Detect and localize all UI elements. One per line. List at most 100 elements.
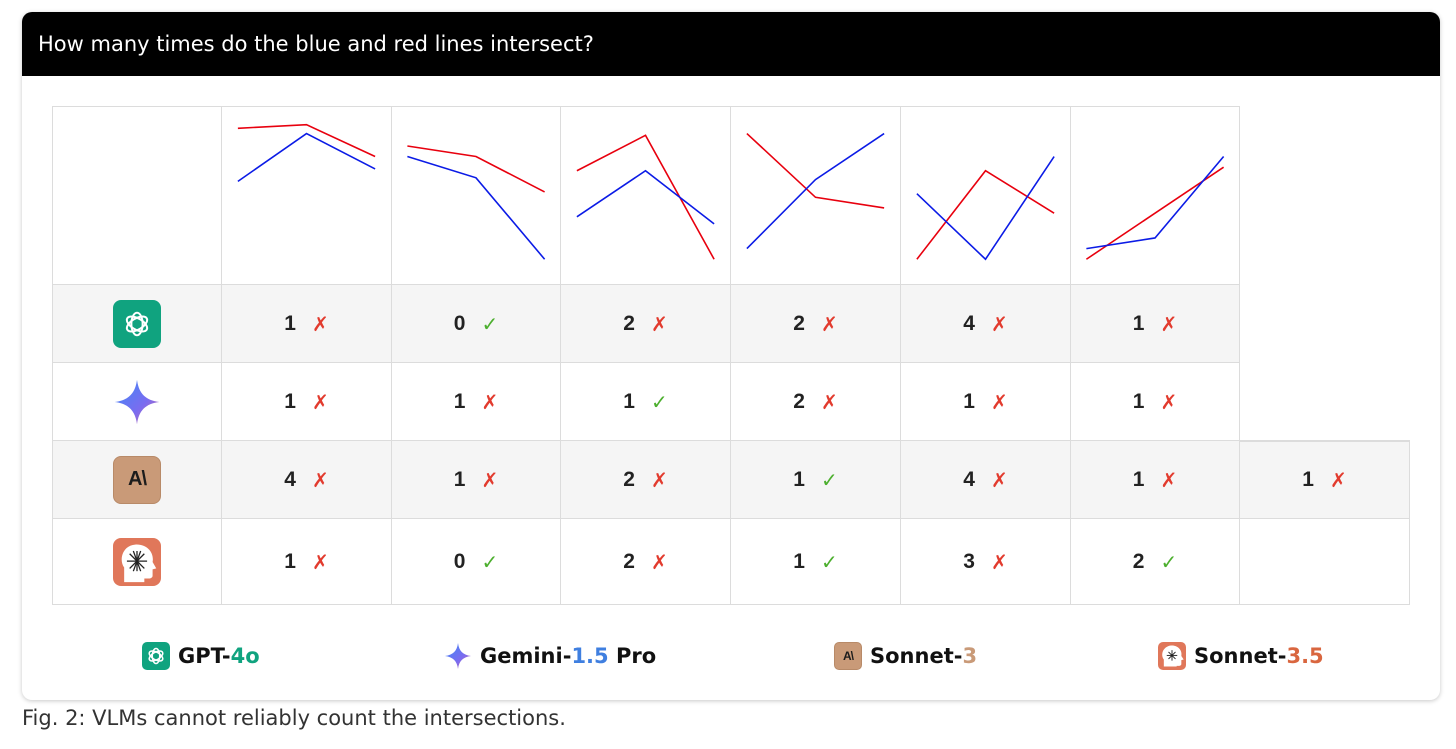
red-line	[916, 169, 1055, 260]
answer-cell: 1 ✓	[561, 363, 731, 441]
check-mark-icon: ✓	[820, 467, 838, 492]
cross-mark-icon: ✗	[311, 467, 329, 492]
sonnet-head-icon	[113, 537, 161, 586]
line-chart-cell	[392, 106, 561, 285]
answer-cell: 4 ✗	[901, 285, 1071, 363]
answer-value: 4	[963, 311, 975, 335]
line-pair-chart	[746, 132, 885, 250]
question-header: How many times do the blue and red lines…	[22, 12, 1440, 76]
check-mark-icon: ✓	[481, 549, 499, 574]
answer-value: 1	[1132, 311, 1145, 335]
empty-cell	[1240, 285, 1410, 363]
answer-cell: 1 ✓	[731, 441, 901, 519]
answer-cell: 1 ✗	[222, 519, 392, 605]
answer-value: 2	[793, 311, 805, 335]
answer-cell: 2 ✗	[731, 285, 901, 363]
cross-mark-icon: ✗	[990, 389, 1008, 414]
results-table: 1 ✗ 0 ✓ 2 ✗ 2 ✗ 4 ✗ 1 ✗ 1 ✗ 1 ✗ 1 ✓ 2 ✗ 1 ✗ 1 ✗ A\ 4 ✗ 1 ✗ 2 ✗ 1 ✓ 4 ✗ 1 ✗ 1 ✗…	[52, 106, 1410, 605]
legend-label-base: Sonnet-	[1194, 644, 1287, 668]
answer-value: 3	[963, 549, 975, 573]
line-pair-chart	[407, 145, 546, 260]
answer-value: 1	[453, 389, 466, 413]
line-chart-cell	[731, 106, 901, 285]
cross-mark-icon: ✗	[1160, 311, 1178, 336]
cross-mark-icon: ✗	[650, 467, 668, 492]
answer-cell: 4 ✗	[901, 441, 1071, 519]
check-mark-icon: ✓	[650, 389, 668, 414]
anthropic-icon: A\	[834, 642, 862, 670]
cross-mark-icon: ✗	[650, 549, 668, 574]
openai-icon	[113, 299, 161, 348]
answer-value: 1	[793, 549, 805, 573]
blue-line	[746, 132, 885, 250]
model-logo-cell	[52, 285, 222, 363]
gemini-icon	[444, 642, 472, 670]
answer-cell: 2 ✗	[561, 441, 731, 519]
figure-caption: Fig. 2: VLMs cannot reliably count the i…	[22, 706, 566, 730]
legend-label-base: Sonnet-	[870, 644, 963, 668]
line-chart-cell	[901, 106, 1071, 285]
cross-mark-icon: ✗	[990, 467, 1008, 492]
line-chart-cell	[561, 106, 731, 285]
answer-cell: 2 ✗	[561, 519, 731, 605]
answer-cell: 1 ✗	[1071, 441, 1240, 519]
empty-cell	[1240, 363, 1410, 441]
answer-cell: 4 ✗	[222, 441, 392, 519]
check-mark-icon: ✓	[820, 549, 838, 574]
legend-sonnet35: Sonnet- 3.5	[1158, 638, 1324, 674]
line-chart-cell	[222, 106, 392, 285]
model-logo-cell: A\	[52, 441, 222, 519]
answer-value: 1	[284, 389, 296, 413]
answer-value: 2	[793, 389, 805, 413]
red-line	[576, 134, 715, 260]
figure-card: How many times do the blue and red lines…	[22, 12, 1440, 700]
answer-cell: 1 ✗	[222, 363, 392, 441]
cross-mark-icon: ✗	[650, 311, 668, 336]
sonnet-head-icon	[1158, 642, 1186, 670]
answer-cell: 1 ✓	[731, 519, 901, 605]
answer-cell: 1 ✗	[1071, 285, 1240, 363]
answer-value: 2	[1132, 549, 1145, 573]
legend-label-tail: Pro	[608, 644, 657, 668]
answer-value: 1	[284, 549, 296, 573]
cross-mark-icon: ✗	[1160, 467, 1178, 492]
legend-gemini: Gemini- 1.5 Pro	[444, 638, 656, 674]
cross-mark-icon: ✗	[481, 389, 499, 414]
answer-value: 1	[1132, 389, 1145, 413]
model-logo-cell	[52, 363, 222, 441]
blue-line	[237, 132, 376, 183]
line-pair-chart	[237, 123, 376, 183]
answer-cell: 1 ✗	[1240, 441, 1410, 519]
cross-mark-icon: ✗	[820, 311, 838, 336]
line-chart-cell	[1071, 106, 1240, 285]
cross-mark-icon: ✗	[1329, 468, 1347, 492]
legend-label-base: GPT-	[178, 644, 231, 668]
check-mark-icon: ✓	[481, 311, 499, 336]
cross-mark-icon: ✗	[311, 549, 329, 574]
answer-value: 4	[963, 467, 975, 491]
answer-value: 1	[453, 467, 466, 491]
line-pair-chart	[916, 156, 1055, 261]
answer-cell: 1 ✗	[901, 363, 1071, 441]
red-line	[407, 145, 545, 193]
cross-mark-icon: ✗	[1160, 389, 1178, 414]
answer-value: 0	[453, 549, 466, 573]
legend-label-suffix: 3	[962, 644, 978, 668]
answer-value: 1	[623, 389, 635, 413]
legend-label-suffix: 4o	[230, 644, 260, 668]
answer-cell: 3 ✗	[901, 519, 1071, 605]
legend-label-suffix: 1.5	[571, 644, 609, 668]
answer-cell: 2 ✗	[561, 285, 731, 363]
legend-label-suffix: 3.5	[1286, 644, 1324, 668]
line-pair-chart	[1085, 156, 1225, 260]
answer-value: 2	[623, 549, 635, 573]
answer-value: 1	[1302, 468, 1314, 491]
openai-icon	[142, 642, 170, 670]
anthropic-icon: A\	[113, 455, 161, 504]
answer-cell: 1 ✗	[1071, 363, 1240, 441]
cross-mark-icon: ✗	[311, 389, 329, 414]
answer-value: 1	[1132, 467, 1145, 491]
empty-cell	[1240, 106, 1410, 285]
answer-value: 2	[623, 467, 635, 491]
blue-line	[407, 155, 546, 260]
